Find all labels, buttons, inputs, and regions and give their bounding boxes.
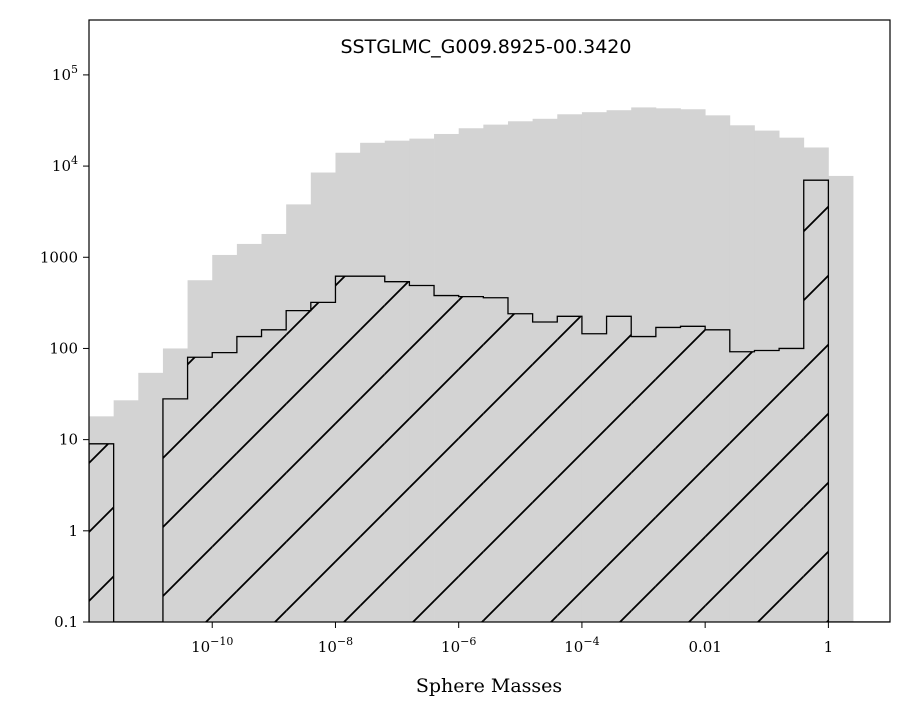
x-tick-label: 10−4: [564, 635, 599, 656]
hatched-bar: [360, 276, 385, 622]
hatched-bar: [754, 350, 780, 622]
hatched-bar: [680, 326, 706, 622]
y-tick-label: 100: [49, 339, 78, 357]
hatched-bar: [705, 329, 730, 622]
hatched-bar: [631, 336, 656, 622]
x-tick-label: 10−6: [441, 635, 476, 656]
hatched-bar: [212, 352, 237, 622]
x-tick-label: 10−8: [318, 635, 353, 656]
x-axis-label: Sphere Masses: [416, 675, 562, 697]
chart-title: SSTGLMC_G009.8925-00.3420: [340, 36, 631, 58]
filled-bar: [828, 175, 854, 622]
plot-area: [89, 107, 890, 622]
hatched-bar: [335, 276, 361, 622]
hatched-bar: [606, 316, 632, 622]
hatched-bar: [409, 285, 435, 622]
y-tick-label: 104: [52, 154, 78, 175]
y-tick-label: 1000: [40, 248, 78, 266]
hatched-bar: [458, 296, 484, 622]
hatched-bar: [803, 180, 829, 622]
hatched-bar: [187, 357, 213, 622]
y-tick-label: 105: [52, 63, 78, 84]
hatched-bar: [384, 281, 410, 622]
x-tick-label: 0.01: [688, 638, 721, 656]
x-tick-label: 1: [824, 638, 834, 656]
hatched-bar: [236, 336, 262, 622]
hatched-bar: [729, 351, 755, 622]
hatched-bar: [581, 333, 607, 622]
x-tick-label: 10−10: [191, 635, 233, 656]
hatched-bar: [532, 322, 558, 622]
plot-frame: [88, 19, 891, 623]
hatched-bar: [286, 310, 311, 622]
hatched-bar: [310, 302, 336, 622]
y-tick-label: 1: [68, 522, 78, 540]
hatched-bar: [483, 297, 508, 622]
filled-bar: [138, 372, 164, 622]
y-axis: 0.1 1 10 100 1000 104 105: [40, 63, 89, 631]
hatched-bar: [779, 348, 804, 622]
hatched-outline: [89, 179, 890, 622]
hatched-bar: [89, 443, 114, 622]
y-tick-label: 10: [59, 431, 78, 449]
x-axis: 10−10 10−8 10−6 10−4 0.01 1: [191, 622, 833, 656]
hatched-bar: [162, 398, 188, 622]
hatched-bar: [507, 313, 533, 622]
y-tick-label: 0.1: [54, 613, 78, 631]
hatched-bar: [655, 327, 681, 622]
hatched-bar: [434, 295, 459, 622]
hatched-bar: [557, 316, 582, 622]
hatched-bar: [261, 329, 287, 622]
filled-bar: [113, 400, 139, 622]
